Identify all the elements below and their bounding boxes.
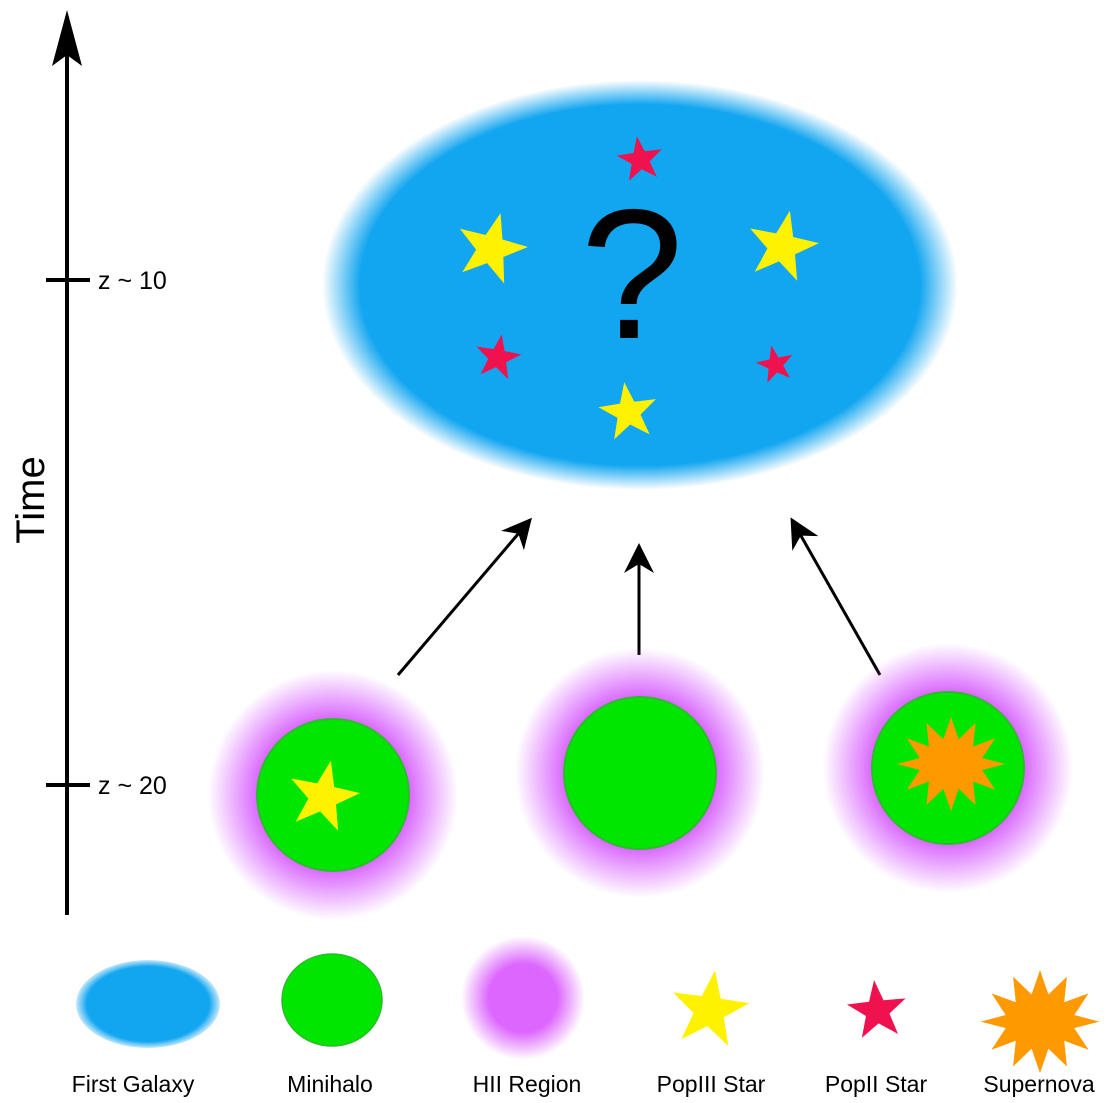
legend-label-minihalo: Minihalo xyxy=(287,1071,373,1097)
first-galaxy-ellipse xyxy=(322,80,958,490)
tick-label-z10: z ~ 10 xyxy=(98,267,167,295)
supernova-icon xyxy=(897,717,1005,811)
popiii-star-legend-icon xyxy=(673,970,750,1046)
popiii-star-icon xyxy=(459,213,528,284)
legend: First Galaxy Minihalo HII Region PopIII … xyxy=(72,936,1100,1097)
merger-arrow-left xyxy=(396,517,532,676)
legend-label-popii-star: PopII Star xyxy=(825,1071,928,1097)
time-axis: Time z ~ 10 z ~ 20 xyxy=(9,10,167,915)
merger-arrows xyxy=(396,517,882,676)
legend-label-hii-region: HII Region xyxy=(473,1071,582,1097)
time-axis-label: Time xyxy=(9,456,53,543)
merger-arrow-right xyxy=(790,517,882,676)
time-axis-arrowhead xyxy=(52,10,82,66)
legend-item-first-galaxy: First Galaxy xyxy=(72,960,220,1097)
legend-item-minihalo: Minihalo xyxy=(281,953,383,1097)
popii-star-icon xyxy=(755,345,793,383)
legend-item-popii-star: PopII Star xyxy=(825,980,928,1097)
minihalo-supernova xyxy=(823,643,1073,893)
legend-item-supernova: Supernova xyxy=(980,970,1100,1097)
legend-label-popiii-star: PopIII Star xyxy=(657,1071,766,1097)
popii-star-legend-icon xyxy=(846,980,906,1038)
first-galaxy: ? xyxy=(322,80,958,490)
minihalo-empty xyxy=(515,648,765,898)
popiii-star-icon xyxy=(291,760,360,831)
popiii-star-icon xyxy=(598,382,656,440)
legend-label-first-galaxy: First Galaxy xyxy=(72,1071,195,1097)
popiii-star-icon xyxy=(750,210,819,281)
hii-region-legend-icon xyxy=(461,936,585,1060)
supernova-legend-icon xyxy=(980,970,1100,1074)
popii-star-icon xyxy=(616,136,662,181)
popii-star-icon xyxy=(476,334,522,380)
legend-item-popiii-star: PopIII Star xyxy=(657,970,766,1097)
first-galaxy-legend-icon xyxy=(76,960,220,1048)
minihalo-circle xyxy=(563,696,717,850)
minihalo-legend-icon xyxy=(281,953,383,1047)
minihalo-popiii xyxy=(208,670,458,920)
legend-label-supernova: Supernova xyxy=(983,1071,1094,1097)
question-mark: ? xyxy=(581,172,684,378)
legend-item-hii-region: HII Region xyxy=(461,936,585,1097)
tick-label-z20: z ~ 20 xyxy=(98,772,167,800)
